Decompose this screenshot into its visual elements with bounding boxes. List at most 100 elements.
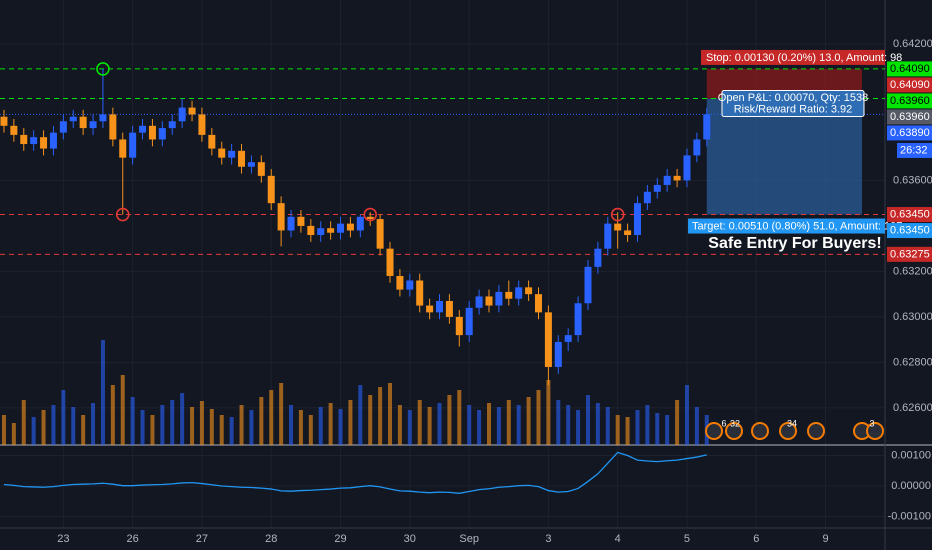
event-icon <box>779 422 797 440</box>
candle-body <box>178 107 186 122</box>
volume-bar <box>526 397 531 445</box>
candle-body <box>584 266 592 304</box>
volume-bar <box>31 417 36 445</box>
y-tick-label: 0.64200 <box>893 38 932 50</box>
event-badge: 6 <box>721 418 726 428</box>
x-tick-label: 3 <box>545 533 551 545</box>
event-icon <box>807 422 825 440</box>
volume-bar <box>239 405 244 445</box>
candle-body <box>495 291 503 306</box>
volume-bar <box>486 403 491 445</box>
volume-bar <box>516 405 521 445</box>
volume-bar <box>585 395 590 445</box>
volume-bar <box>269 390 274 445</box>
x-tick-label: 28 <box>265 533 277 545</box>
volume-bar <box>378 387 383 445</box>
x-tick-label: 4 <box>615 533 621 545</box>
candle-body <box>49 132 57 149</box>
price-label: 0.63890 <box>890 127 930 139</box>
volume-bar <box>170 400 175 445</box>
y-tick-label: -0.00100 <box>888 510 931 522</box>
volume-bar <box>417 400 422 445</box>
target-zone <box>706 98 862 215</box>
candle-body <box>327 228 335 233</box>
candle-body <box>40 137 48 149</box>
candle-body <box>297 216 305 226</box>
volume-bar <box>229 417 234 445</box>
y-tick-label: 0.63600 <box>893 174 932 186</box>
candle-body <box>406 280 414 290</box>
volume-bar <box>120 375 125 445</box>
pnl-label: Open P&L: 0.00070, Qty: 1538 <box>718 92 868 104</box>
candle-body <box>525 287 533 295</box>
macd-line <box>3 451 707 494</box>
volume-bar <box>457 390 462 445</box>
volume-bar <box>160 405 165 445</box>
volume-bar <box>615 415 620 445</box>
event-badge: 34 <box>787 418 797 428</box>
candle-body <box>89 121 97 129</box>
candle-body <box>485 296 493 306</box>
candle-body <box>574 303 582 336</box>
volume-bar <box>298 410 303 445</box>
signal-marker <box>96 62 110 76</box>
rr-label: Risk/Reward Ratio: 3.92 <box>734 103 853 115</box>
volume-bar <box>566 405 571 445</box>
volume-bar <box>447 395 452 445</box>
volume-bar <box>506 400 511 445</box>
volume-bar <box>437 403 442 445</box>
candle-body <box>158 128 166 140</box>
price-label: 0.63450 <box>890 224 930 236</box>
event-icon <box>725 422 743 440</box>
candle-body <box>119 139 127 158</box>
stop-label-bg <box>701 49 885 65</box>
volume-bar <box>21 400 26 445</box>
x-tick-label: 5 <box>684 533 690 545</box>
volume-bar <box>397 405 402 445</box>
candle-body <box>267 175 275 204</box>
candle-body <box>79 116 87 129</box>
price-label-bg <box>887 61 932 77</box>
volume-bar <box>625 417 630 445</box>
candle-body <box>624 230 632 236</box>
x-tick-label: 27 <box>196 533 208 545</box>
price-label: 0.63275 <box>890 248 930 260</box>
volume-bar <box>110 385 115 445</box>
volume-bar <box>199 401 204 445</box>
volume-bar <box>140 410 145 445</box>
candle-body <box>455 316 463 336</box>
volume-bar <box>645 405 650 445</box>
pnl-label-bg <box>721 90 865 118</box>
candle-body <box>0 116 8 126</box>
volume-bar <box>407 410 412 445</box>
volume-bar <box>41 410 46 445</box>
volume-bar <box>576 410 581 445</box>
candle-body <box>198 114 206 135</box>
x-tick-label: 9 <box>822 533 828 545</box>
candle-body <box>366 216 374 220</box>
candle-body <box>30 137 38 145</box>
candle-body <box>238 150 246 167</box>
candle-body <box>544 312 552 367</box>
volume-bar <box>209 409 214 445</box>
candle-body <box>703 114 711 140</box>
x-tick-label: 26 <box>127 533 139 545</box>
candle-body <box>673 175 681 181</box>
volume-bar <box>328 403 333 445</box>
candle-body <box>564 335 572 342</box>
volume-bar <box>496 407 501 445</box>
y-tick-label: 0.62800 <box>893 356 932 368</box>
candle-body <box>426 305 434 313</box>
volume-bar <box>655 413 660 445</box>
volume-bar <box>556 400 561 445</box>
candle-body <box>396 275 404 290</box>
price-label-bg <box>887 109 932 125</box>
signal-marker <box>115 207 130 222</box>
candle-body <box>277 203 285 231</box>
volume-bar <box>279 383 284 445</box>
volume-bar <box>130 397 135 445</box>
event-badge: 32 <box>730 418 740 428</box>
candle-body <box>59 121 67 133</box>
candle-body <box>633 203 641 236</box>
